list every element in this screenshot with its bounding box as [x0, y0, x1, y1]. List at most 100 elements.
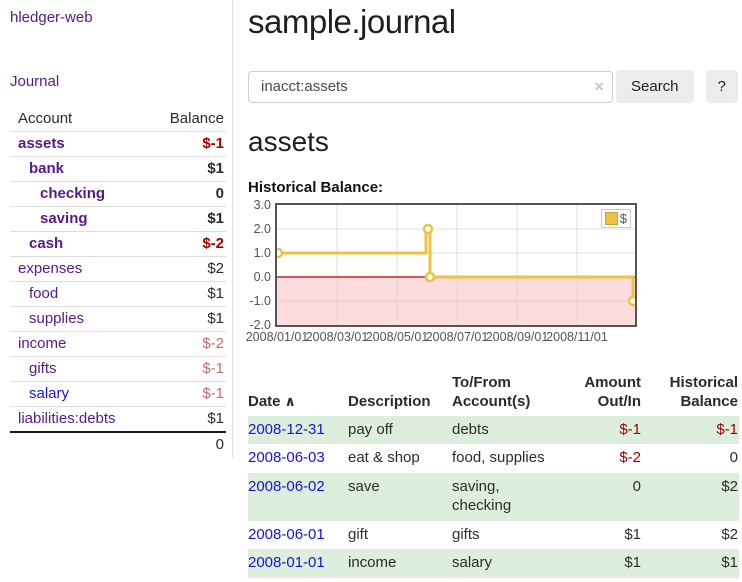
- account-link-saving[interactable]: saving: [40, 210, 88, 227]
- balance-line-chart: [272, 205, 639, 325]
- account-balance: $-2: [202, 335, 224, 352]
- transaction-accounts: saving, checking: [452, 478, 512, 514]
- account-balance: $1: [207, 410, 224, 427]
- chart-title: Historical Balance:: [248, 179, 384, 196]
- account-row: bank $1: [10, 156, 226, 182]
- account-link-liabilities-debts[interactable]: liabilities:debts: [18, 410, 116, 427]
- transaction-description: save: [348, 478, 380, 495]
- search-input[interactable]: [248, 70, 613, 103]
- account-link-cash[interactable]: cash: [29, 235, 64, 252]
- account-row: assets $-1: [10, 131, 226, 157]
- chart-plot-area: $: [272, 203, 639, 327]
- x-tick: 2008/09/01: [485, 330, 549, 344]
- column-header-balance: Historical Balance: [669, 374, 738, 410]
- accounts-total: 0: [215, 436, 224, 453]
- transaction-balance: $1: [721, 554, 738, 572]
- account-link-checking[interactable]: checking: [40, 185, 106, 202]
- account-heading: assets: [248, 126, 329, 157]
- transaction-date-link[interactable]: 2008-06-03: [248, 449, 325, 467]
- column-header-amount: Amount Out/In: [584, 374, 641, 410]
- clear-search-icon[interactable]: ×: [594, 76, 604, 96]
- transaction-description: eat & shop: [348, 449, 420, 467]
- account-row: cash $-2: [10, 231, 226, 257]
- transaction-balance: 0: [729, 449, 738, 467]
- transaction-date-link[interactable]: 2008-06-01: [248, 525, 325, 543]
- x-tick: 2008/07/01: [425, 330, 489, 344]
- data-point-marker: [627, 295, 639, 307]
- account-balance: 0: [215, 185, 224, 202]
- account-balance: $1: [207, 285, 224, 302]
- column-header-description: Description: [348, 392, 431, 410]
- register-header-row: Date ∧ Description To/From Account(s) Amo…: [248, 370, 739, 416]
- account-link-supplies[interactable]: supplies: [29, 310, 85, 327]
- transaction-date-link[interactable]: 2008-12-31: [248, 420, 325, 438]
- transaction-date-link[interactable]: 2008-06-02: [248, 478, 325, 495]
- column-header-accounts: To/From Account(s): [452, 374, 531, 410]
- legend-label: $: [619, 211, 627, 226]
- accounts-header-balance: Balance: [169, 110, 224, 127]
- transaction-accounts: gifts: [452, 525, 480, 543]
- x-tick: 2008/03/01: [305, 330, 369, 344]
- account-link-expenses[interactable]: expenses: [18, 260, 83, 277]
- account-balance: $-1: [202, 360, 224, 377]
- transaction-row: 2008-06-01 gift gifts $1 $2: [248, 521, 739, 550]
- account-row: supplies $1: [10, 306, 226, 332]
- main-content: sample.journal × Search ? assets Histori…: [233, 0, 742, 582]
- account-link-bank[interactable]: bank: [29, 160, 65, 177]
- column-header-date[interactable]: Date ∧: [248, 392, 296, 410]
- transaction-balance: $-1: [716, 420, 738, 438]
- x-tick: 2008/11/01: [546, 330, 608, 344]
- transaction-amount: 0: [632, 478, 641, 495]
- data-point-marker: [424, 271, 436, 283]
- transaction-amount: $-2: [619, 449, 641, 467]
- account-balance: $-1: [202, 135, 224, 152]
- account-balance: $1: [207, 310, 224, 327]
- account-link-salary[interactable]: salary: [29, 385, 70, 402]
- account-link-assets[interactable]: assets: [18, 135, 65, 152]
- transaction-balance: $2: [721, 525, 738, 543]
- page-title: sample.journal: [248, 3, 456, 40]
- accounts-total-row: 0: [10, 432, 226, 457]
- account-row: salary $-1: [10, 381, 226, 407]
- transaction-row: 2008-12-31 pay off debts $-1 $-1: [248, 415, 739, 445]
- transaction-amount: $1: [624, 525, 641, 543]
- account-row: gifts $-1: [10, 356, 226, 382]
- transaction-amount: $-1: [619, 420, 641, 438]
- sidebar: hledger-web Journal Account Balance asse…: [0, 0, 233, 458]
- account-balance: $2: [207, 260, 224, 277]
- account-row: saving $1: [10, 206, 226, 232]
- accounts-header-account: Account: [18, 110, 73, 127]
- search-button[interactable]: Search: [616, 70, 694, 103]
- account-link-income[interactable]: income: [18, 335, 67, 352]
- transaction-balance: $2: [721, 478, 738, 495]
- transaction-description: income: [348, 554, 397, 572]
- sort-ascending-icon: ∧: [284, 392, 296, 409]
- account-link-gifts[interactable]: gifts: [29, 360, 57, 377]
- transaction-date-link[interactable]: 2008-01-01: [248, 554, 325, 572]
- register-table: Date ∧ Description To/From Account(s) Amo…: [248, 370, 739, 578]
- legend-swatch-icon: [604, 212, 618, 225]
- y-tick: -2.0: [249, 318, 271, 332]
- account-row: expenses $2: [10, 256, 226, 282]
- account-link-food[interactable]: food: [29, 285, 59, 302]
- x-tick: 2008/01/01: [245, 330, 309, 344]
- search-form: × Search ?: [248, 70, 739, 103]
- transaction-row: 2008-06-02 save saving, checking 0 $2: [248, 473, 739, 521]
- data-point-marker: [422, 223, 434, 235]
- transaction-description: gift: [348, 525, 369, 543]
- brand-link[interactable]: hledger-web: [10, 9, 93, 26]
- transaction-description: pay off: [348, 420, 393, 438]
- transaction-row: 2008-06-03 eat & shop food, supplies $-2…: [248, 444, 739, 473]
- help-button[interactable]: ?: [705, 70, 738, 103]
- accounts-table: Account Balance assets $-1 bank $1 check…: [10, 107, 226, 457]
- chart-legend: $: [600, 209, 631, 228]
- account-balance: $-2: [202, 235, 224, 252]
- y-tick: 2.0: [253, 222, 271, 236]
- account-row: food $1: [10, 281, 226, 307]
- transaction-accounts: debts: [452, 420, 489, 438]
- account-row: checking 0: [10, 181, 226, 207]
- sidebar-item-journal[interactable]: Journal: [10, 73, 60, 90]
- x-tick: 2008/05/01: [365, 330, 429, 344]
- data-point-marker: [272, 247, 284, 259]
